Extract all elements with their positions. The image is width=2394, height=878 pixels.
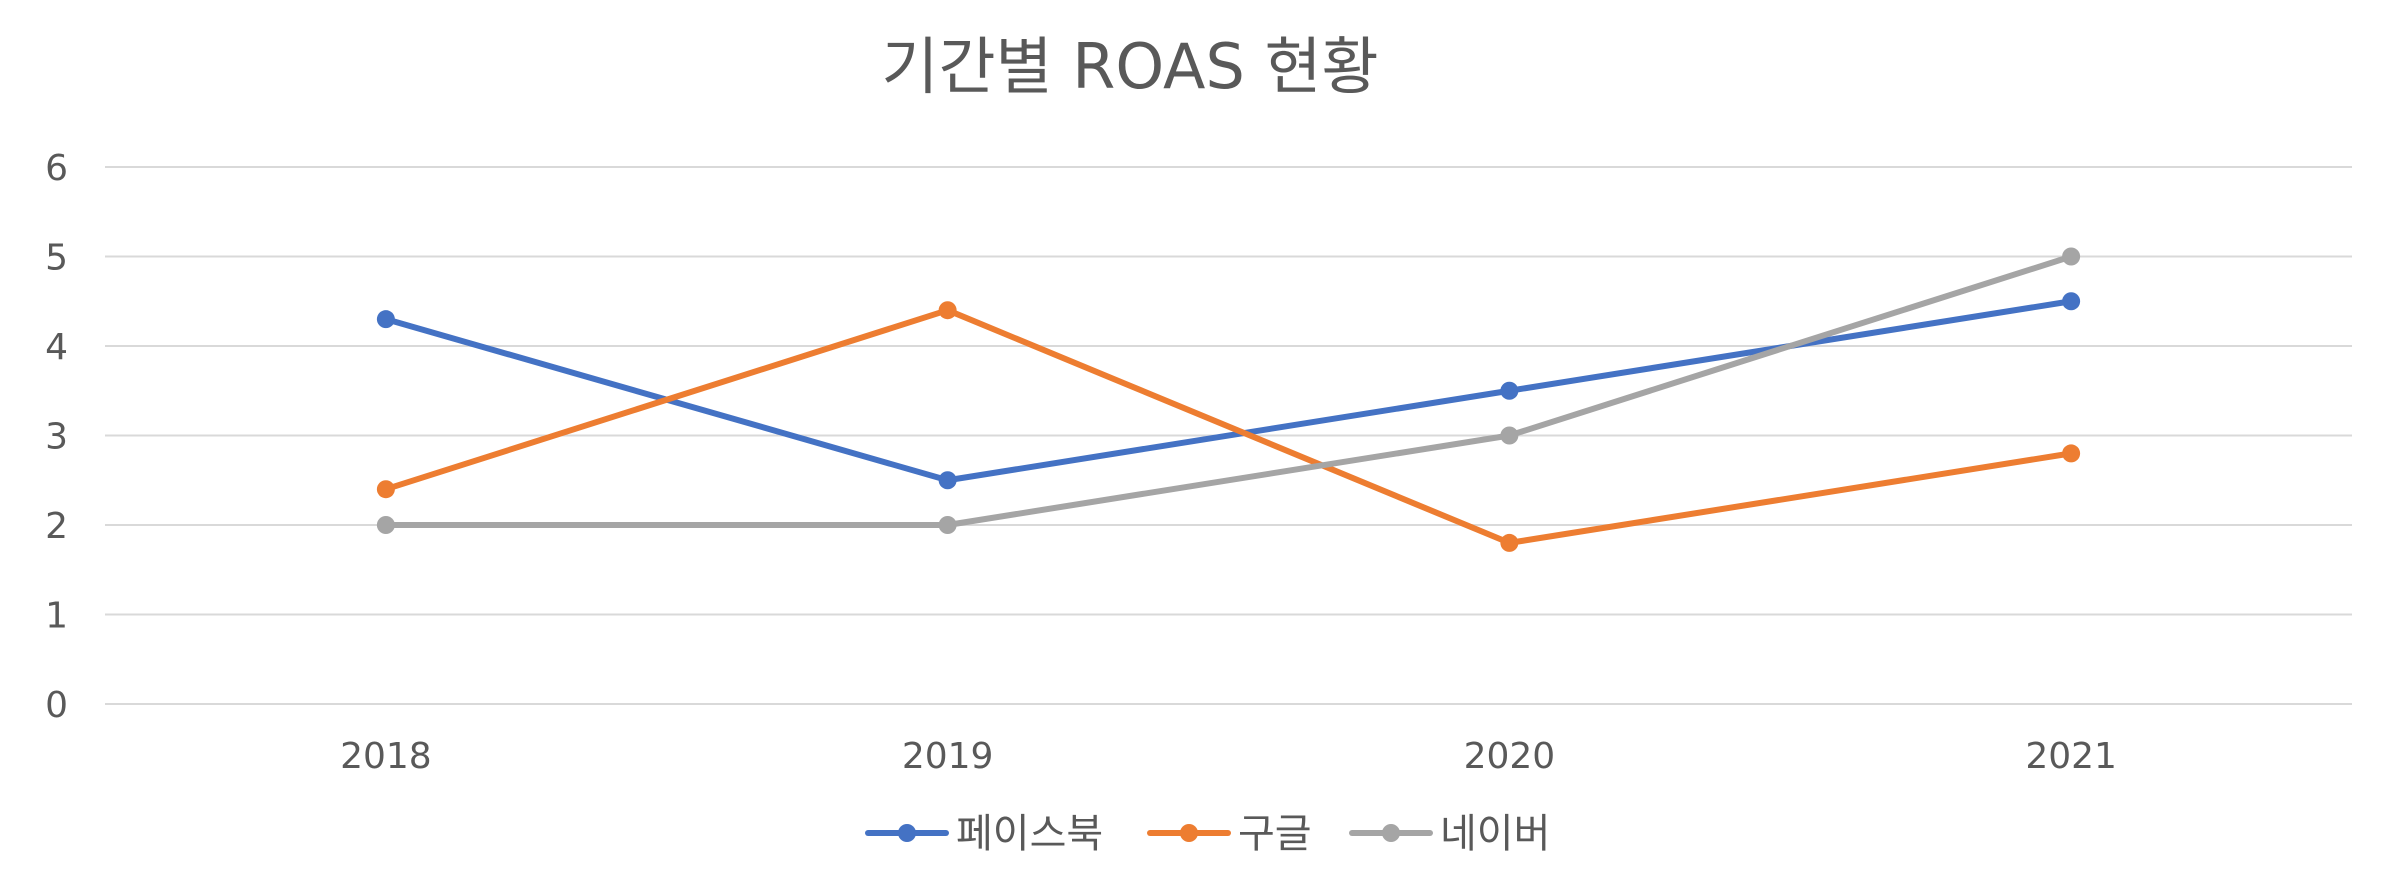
data-point bbox=[2062, 292, 2081, 311]
series-1 bbox=[376, 292, 2081, 490]
series-3 bbox=[376, 247, 2081, 534]
y-tick-label: 0 bbox=[45, 685, 68, 726]
y-tick-label: 2 bbox=[45, 506, 68, 547]
legend-marker bbox=[1382, 824, 1400, 842]
data-point bbox=[376, 310, 395, 329]
data-point bbox=[1500, 533, 1519, 552]
data-point bbox=[2062, 444, 2081, 463]
series-line bbox=[382, 298, 2075, 484]
x-tick-label: 2021 bbox=[2025, 736, 2117, 777]
legend-item: 구글 bbox=[1147, 811, 1312, 857]
y-tick-label: 5 bbox=[45, 238, 68, 279]
data-point bbox=[938, 471, 957, 490]
data-point bbox=[938, 516, 957, 534]
series-2 bbox=[376, 301, 2081, 552]
data-point bbox=[376, 516, 395, 534]
data-point bbox=[1500, 426, 1519, 445]
x-tick-label: 2019 bbox=[902, 736, 994, 777]
y-tick-label: 3 bbox=[45, 417, 68, 458]
x-tick-label: 2020 bbox=[1464, 736, 1556, 777]
series-line bbox=[382, 307, 2075, 546]
y-tick-label: 1 bbox=[45, 596, 68, 637]
legend-marker bbox=[1180, 824, 1198, 842]
x-axis-ticks: 2018 2019 2020 2021 bbox=[340, 736, 2117, 777]
y-axis-ticks: 0 1 2 3 4 5 6 bbox=[45, 148, 68, 726]
series-group bbox=[376, 247, 2081, 552]
series-line bbox=[382, 253, 2075, 528]
legend-label: 네이버 bbox=[1440, 811, 1550, 857]
data-point bbox=[376, 480, 395, 499]
legend-marker bbox=[898, 824, 916, 842]
legend: 페이스북 구글 네이버 bbox=[865, 811, 1550, 857]
legend-item: 네이버 bbox=[1349, 811, 1550, 857]
y-tick-label: 4 bbox=[45, 327, 68, 368]
chart-title: 기간별 ROAS 현황 bbox=[881, 30, 1378, 103]
legend-label: 페이스북 bbox=[956, 811, 1103, 857]
data-point bbox=[2062, 247, 2081, 266]
x-tick-label: 2018 bbox=[340, 736, 432, 777]
legend-label: 구글 bbox=[1238, 811, 1312, 857]
data-point bbox=[1500, 381, 1519, 400]
legend-item: 페이스북 bbox=[865, 811, 1103, 857]
data-point bbox=[938, 301, 957, 320]
y-tick-label: 6 bbox=[45, 148, 68, 189]
